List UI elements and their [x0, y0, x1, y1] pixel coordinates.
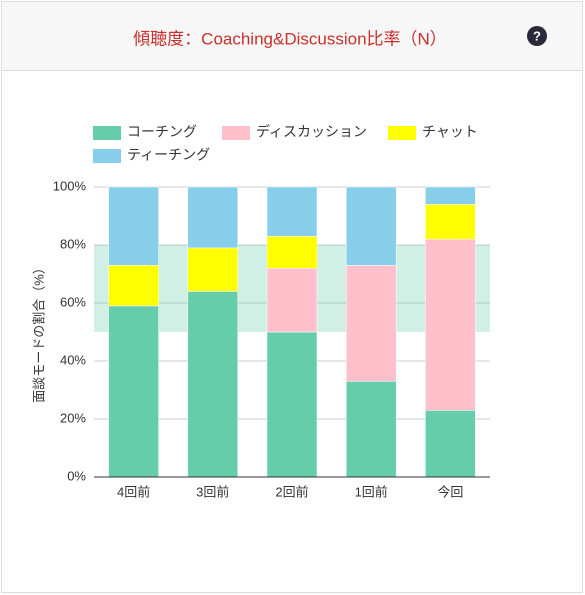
help-icon-text[interactable]: ? [533, 28, 541, 43]
bar-segment [266, 267, 318, 333]
x-tick-label: 1回前 [355, 484, 388, 499]
bar-segment [425, 410, 476, 478]
bar-segment [425, 186, 476, 205]
legend-swatch [388, 126, 416, 140]
bar-segment [108, 186, 159, 266]
bar-segment [108, 265, 159, 307]
bar-segment [345, 186, 397, 266]
x-tick-label: 今回 [437, 484, 463, 499]
legend-label: チャット [422, 124, 478, 140]
bar-segment [187, 186, 239, 249]
y-tick-label: 0% [67, 468, 86, 483]
y-tick-label: 60% [60, 294, 86, 309]
legend-swatch [222, 126, 250, 140]
bar-segment [425, 238, 476, 411]
bar-segment [345, 381, 397, 478]
legend-label: ディスカッション [256, 124, 367, 140]
x-tick-label: 4回前 [117, 484, 150, 499]
card-header [2, 2, 582, 70]
bar-segment [425, 204, 476, 240]
bar-segment [187, 247, 239, 292]
legend-swatch [93, 149, 121, 163]
y-tick-label: 40% [60, 352, 86, 367]
bar-segment [187, 291, 239, 478]
bar-segment [108, 305, 159, 478]
y-tick-label: 100% [53, 178, 87, 193]
help-icon[interactable] [527, 26, 547, 46]
x-tick-label: 3回前 [196, 484, 229, 499]
chart-title: 傾聴度：Coaching&Discussion比率（N） [133, 29, 447, 48]
bar-segment [266, 186, 318, 237]
legend-label: コーチング [127, 124, 197, 140]
bar-segment [266, 331, 318, 478]
bar-segment [345, 265, 397, 382]
y-tick-label: 80% [60, 236, 86, 251]
legend-label: ティーチング [127, 147, 210, 163]
bar-segment [266, 236, 318, 269]
x-tick-label: 2回前 [275, 484, 308, 499]
y-tick-label: 20% [60, 410, 86, 425]
legend-swatch [93, 126, 121, 140]
y-axis-label: 面談モードの割合（%） [31, 261, 46, 403]
